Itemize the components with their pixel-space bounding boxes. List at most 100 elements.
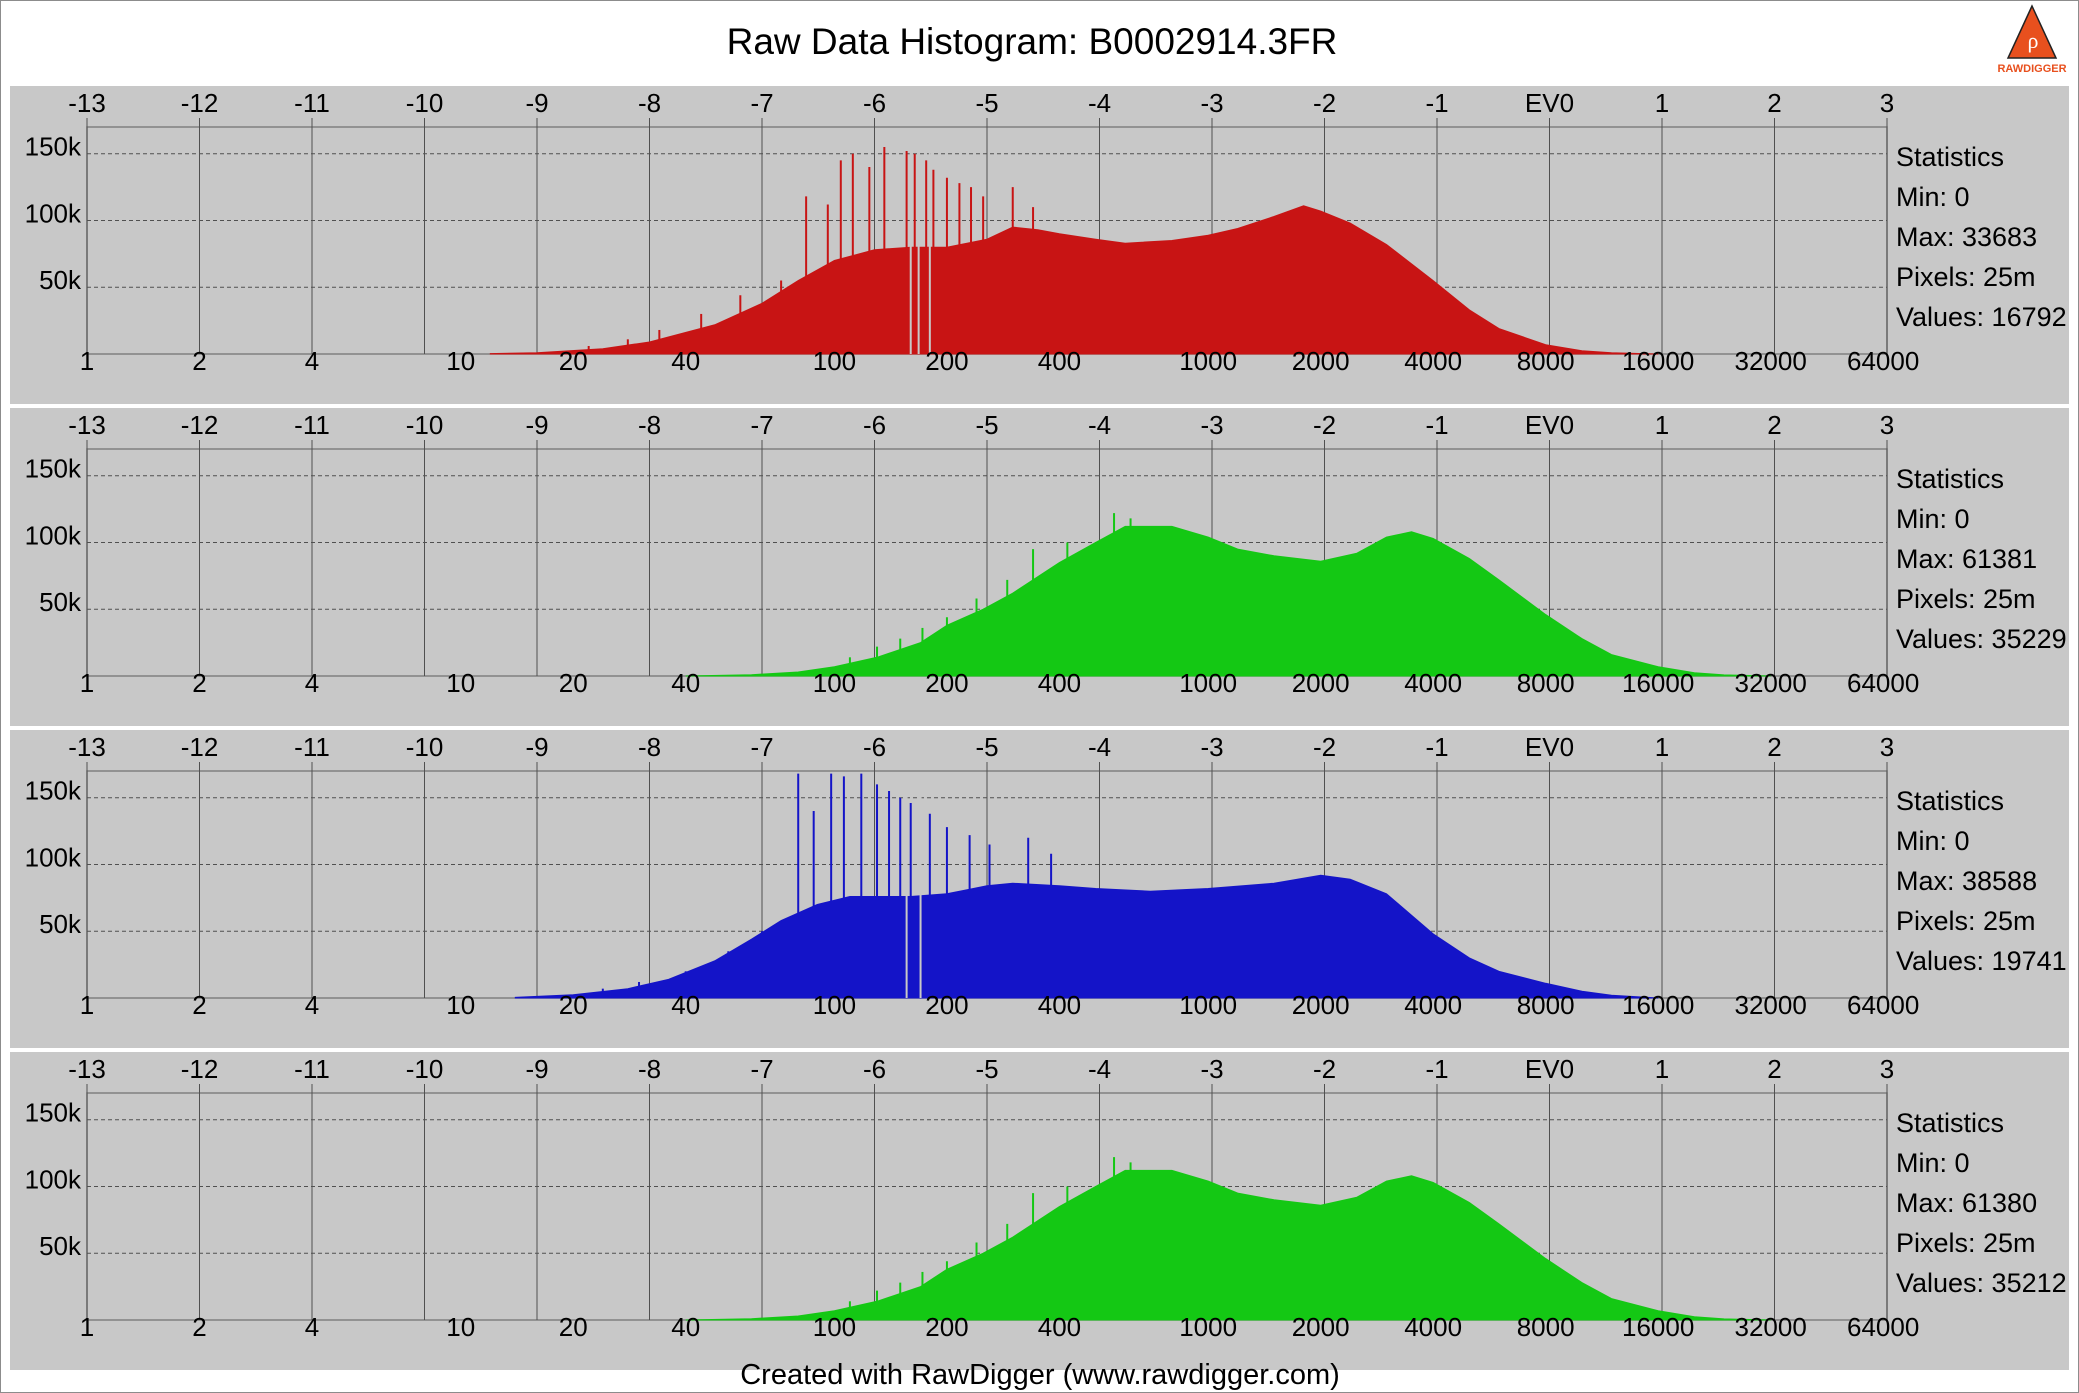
ev-tick-label: EV0 [1525,410,1574,440]
ev-tick-label: EV0 [1525,732,1574,762]
statistics-max: Max: 38588 [1896,866,2037,896]
histogram-panels: -13 -12 -11 -10 -9 -8 -7 -6 -5 -4 -3 -2 -1 EV0 1 2 3150k… [10,86,2069,1370]
statistics-values: Values: 35212 [1896,1268,2067,1298]
x-tick-label: 20 [559,990,588,1020]
ev-tick-label: -6 [863,1054,886,1084]
footer-credit: Created with RawDigger (www.rawdigger.co… [740,1359,1340,1391]
ev-tick-label: -2 [1313,88,1336,118]
x-tick-label: 32000 [1734,1312,1806,1342]
histogram-panel-green2: -13 -12 -11 -10 -9 -8 -7 -6 -5 -4 -3 -2 -1 EV0 1 2 3150k… [10,1052,2069,1370]
x-tick-label: 400 [1038,346,1081,376]
logo-glyph: ρ [2028,28,2039,53]
ev-tick-label: -13 [68,1054,106,1084]
statistics-pixels: Pixels: 25m [1896,262,2036,292]
ev-tick-label: -6 [863,88,886,118]
x-tick-label: 40 [671,990,700,1020]
ev-tick-label: 3 [1880,732,1894,762]
x-tick-label: 20 [559,1312,588,1342]
y-tick-label: 50k [39,1231,82,1261]
x-tick-label: 32000 [1734,668,1806,698]
x-tick-label: 16000 [1622,346,1694,376]
x-tick-label: 32000 [1734,990,1806,1020]
ev-tick-label: -5 [975,1054,998,1084]
statistics-min: Min: 0 [1896,826,1970,856]
y-tick-label: 50k [39,265,82,295]
ev-tick-label: -8 [638,88,661,118]
x-tick-label: 200 [925,668,968,698]
ev-tick-label: -11 [294,88,330,118]
histogram-area [685,525,1771,677]
y-tick-label: 50k [39,587,82,617]
logo-triangle [2006,4,2058,59]
statistics-heading: Statistics [1896,786,2004,816]
x-tick-label: 4 [305,668,319,698]
ev-tick-label: 3 [1880,88,1894,118]
y-tick-label: 150k [25,1098,82,1128]
ev-tick-label: -7 [750,1054,773,1084]
x-tick-label: 1 [80,990,94,1020]
ev-tick-label: -8 [638,410,661,440]
ev-tick-label: -3 [1200,410,1223,440]
ev-tick-label: -2 [1313,1054,1336,1084]
y-tick-label: 100k [25,520,82,550]
ev-tick-label: -12 [181,88,219,118]
statistics-max: Max: 61380 [1896,1188,2037,1218]
x-tick-label: 400 [1038,668,1081,698]
y-tick-label: 150k [25,454,82,484]
x-tick-label: 1 [80,346,94,376]
ev-tick-label: 1 [1655,410,1669,440]
histogram-panel-blue: -13 -12 -11 -10 -9 -8 -7 -6 -5 -4 -3 -2 -1 EV0 1 2 3150k… [10,730,2069,1048]
y-tick-label: 100k [25,842,82,872]
ev-tick-label: -9 [525,410,548,440]
ev-tick-label: -1 [1425,732,1448,762]
ev-tick-label: -4 [1088,88,1111,118]
statistics-min: Min: 0 [1896,504,1970,534]
ev-tick-label: -11 [294,410,330,440]
statistics-heading: Statistics [1896,464,2004,494]
ev-tick-label: 2 [1767,1054,1781,1084]
x-tick-label: 400 [1038,990,1081,1020]
histogram-area [489,205,1659,355]
ev-tick-label: EV0 [1525,88,1574,118]
statistics-min: Min: 0 [1896,1148,1970,1178]
ev-tick-label: -9 [525,732,548,762]
ev-tick-label: -7 [750,732,773,762]
x-tick-label: 40 [671,1312,700,1342]
x-tick-label: 200 [925,990,968,1020]
ev-tick-label: -6 [863,410,886,440]
x-tick-label: 2000 [1292,346,1350,376]
logo-text: RAWDIGGER [1997,63,2066,75]
statistics-heading: Statistics [1896,142,2004,172]
x-tick-label: 64000 [1847,346,1919,376]
x-tick-label: 100 [813,1312,856,1342]
x-tick-label: 40 [671,668,700,698]
x-tick-label: 10 [446,1312,475,1342]
x-tick-label: 200 [925,346,968,376]
ev-tick-label: -9 [525,1054,548,1084]
x-tick-label: 1000 [1179,1312,1237,1342]
x-tick-label: 64000 [1847,668,1919,698]
ev-tick-label: 1 [1655,1054,1669,1084]
ev-tick-label: -1 [1425,1054,1448,1084]
ev-tick-label: -4 [1088,1054,1111,1084]
statistics-pixels: Pixels: 25m [1896,1228,2036,1258]
histogram-area [514,874,1659,999]
ev-tick-label: -8 [638,732,661,762]
y-tick-label: 100k [25,1164,82,1194]
histogram-panel-green: -13 -12 -11 -10 -9 -8 -7 -6 -5 -4 -3 -2 -1 EV0 1 2 3150k… [10,408,2069,726]
ev-tick-label: -6 [863,732,886,762]
x-tick-label: 2 [192,668,206,698]
ev-tick-label: -3 [1200,88,1223,118]
ev-tick-label: -9 [525,88,548,118]
ev-tick-label: 2 [1767,732,1781,762]
histogram-area [685,1169,1771,1321]
x-tick-label: 1000 [1179,990,1237,1020]
x-tick-label: 16000 [1622,990,1694,1020]
x-tick-label: 16000 [1622,668,1694,698]
y-tick-label: 100k [25,198,82,228]
statistics-pixels: Pixels: 25m [1896,906,2036,936]
ev-tick-label: 3 [1880,1054,1894,1084]
ev-tick-label: -3 [1200,1054,1223,1084]
statistics-min: Min: 0 [1896,182,1970,212]
